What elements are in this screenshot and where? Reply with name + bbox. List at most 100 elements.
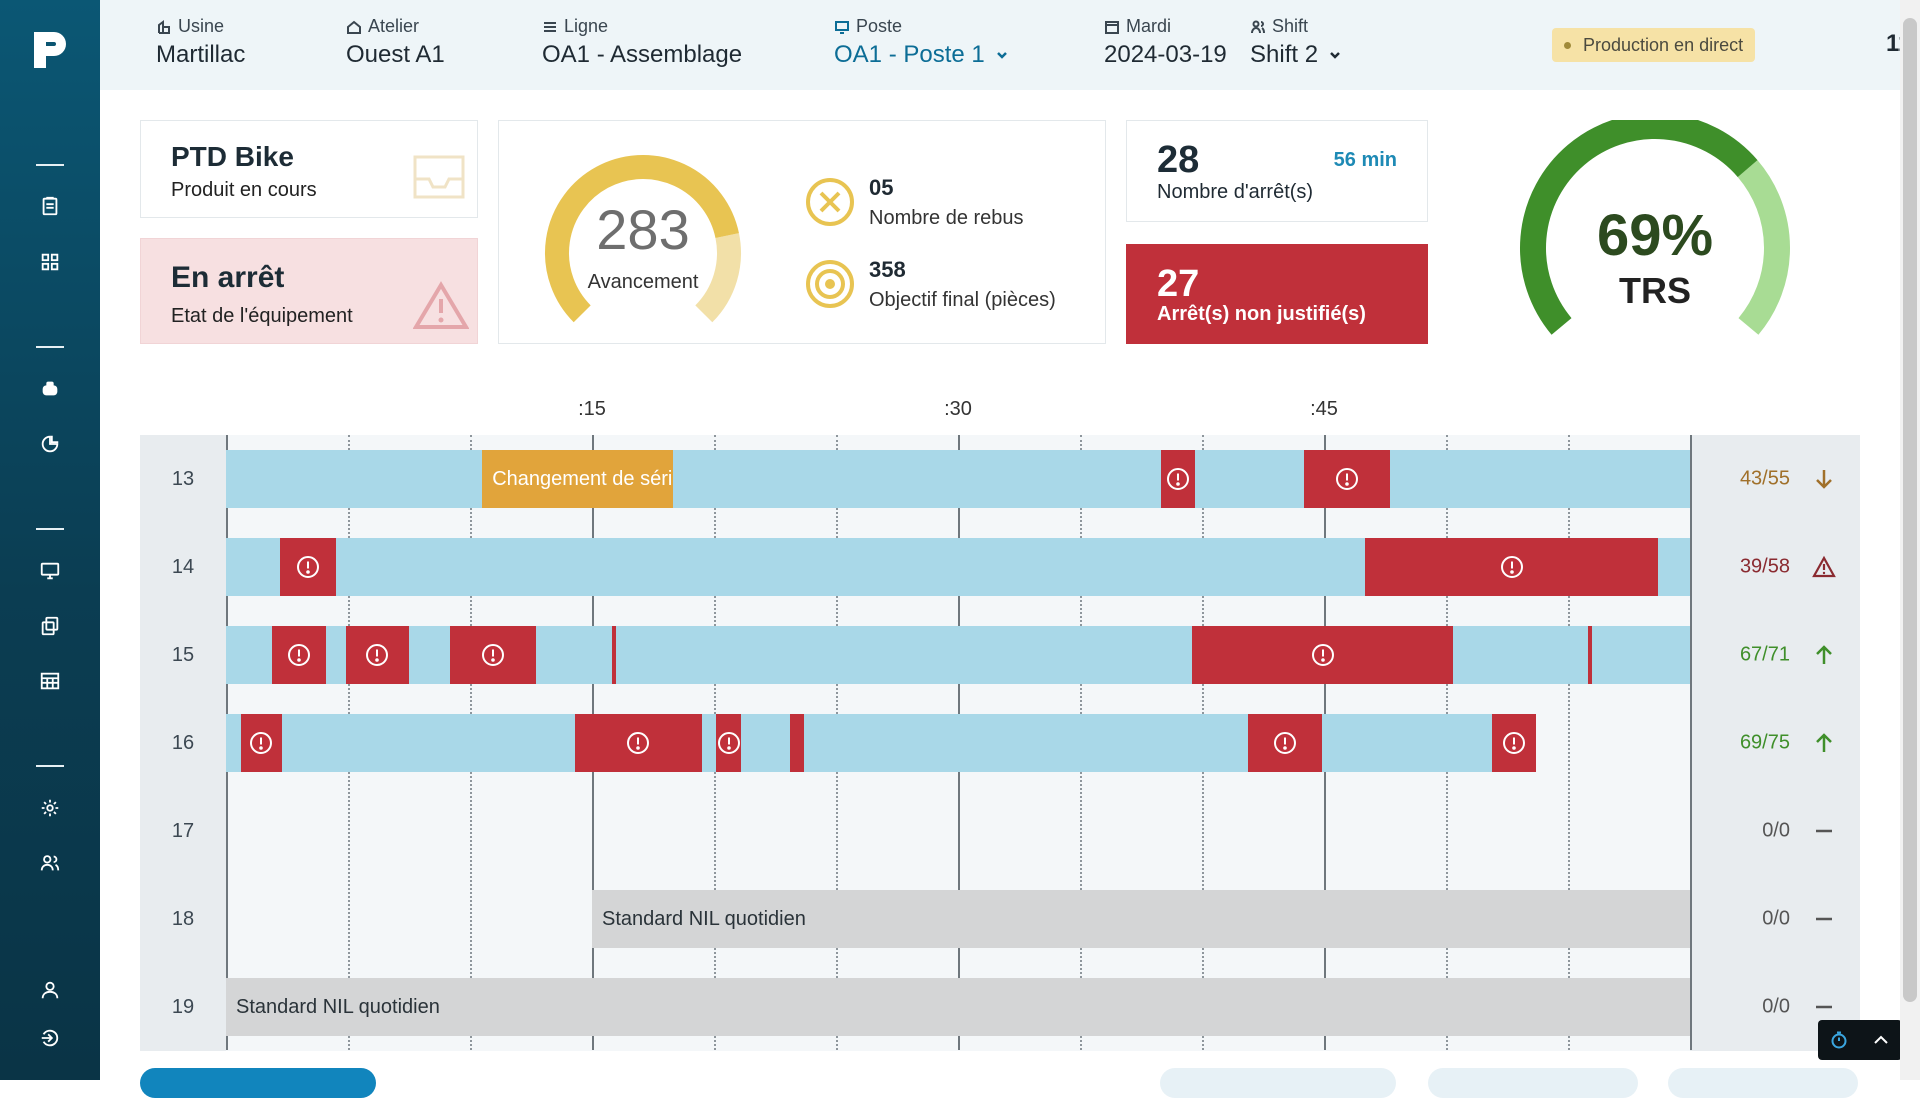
sidebar: [0, 0, 100, 1080]
table-icon[interactable]: [34, 665, 66, 697]
stop-segment[interactable]: [279, 538, 336, 596]
run-segment: [409, 626, 451, 684]
run-segment: [740, 714, 790, 772]
sidebar-separator: [36, 346, 64, 348]
alert-circle-icon: [1503, 732, 1526, 754]
secondary-button[interactable]: [1160, 1068, 1396, 1098]
run-segment: [1592, 626, 1690, 684]
timeline-lane: [140, 787, 1860, 875]
equipment-state-card: En arrêt Etat de l'équipement: [140, 238, 478, 344]
changeover-segment[interactable]: Changement de série: [482, 450, 673, 508]
clipboard-icon[interactable]: [34, 190, 66, 222]
secondary-button[interactable]: [1428, 1068, 1638, 1098]
lane-hour: 14: [140, 523, 226, 611]
lane-summary: [1690, 699, 1860, 787]
atelier-value: Ouest A1: [346, 41, 445, 68]
alert-circle-icon: [250, 732, 273, 754]
run-segment: [226, 626, 273, 684]
run-segment: [1194, 450, 1305, 508]
poste-label: Poste: [856, 16, 903, 36]
dash-icon: [1816, 917, 1832, 921]
dash-icon: [1816, 1005, 1832, 1009]
run-segment: [326, 626, 346, 684]
lane-summary: [1690, 435, 1860, 523]
user-icon[interactable]: [34, 974, 66, 1006]
header-bar: Usine Martillac Atelier Ouest A1 Ligne O…: [100, 0, 1920, 90]
stopwatch-icon[interactable]: [1818, 1020, 1860, 1060]
stop-segment[interactable]: [574, 714, 702, 772]
product-card: PTD Bike Produit en cours: [140, 120, 478, 218]
progress-card: 283 Avancement 05 Nombre de rebus 358 Ob…: [498, 120, 1106, 344]
stop-segment[interactable]: [1192, 626, 1454, 684]
lane-score: 0/0: [1762, 907, 1790, 930]
grid-icon[interactable]: [34, 246, 66, 278]
stop-segment[interactable]: [1587, 626, 1593, 684]
line-icon: [544, 21, 556, 32]
stop-segment[interactable]: [611, 626, 617, 684]
tick-label: :45: [1310, 398, 1338, 420]
stop-segment[interactable]: [345, 626, 409, 684]
monitor-icon[interactable]: [34, 555, 66, 587]
secondary-button[interactable]: [1668, 1068, 1858, 1098]
stop-segment[interactable]: [716, 714, 741, 772]
run-segment: [1658, 538, 1690, 596]
alert-circle-icon: [366, 644, 389, 666]
lane-score: 67/71: [1739, 643, 1790, 666]
inbox-icon: [413, 155, 465, 199]
stop-segment[interactable]: [1304, 450, 1390, 508]
stop-segment[interactable]: [1248, 714, 1322, 772]
objectif-label: Objectif final (pièces): [869, 289, 1056, 311]
segment-label: Changement de série: [492, 467, 673, 490]
date-field[interactable]: Mardi 2024-03-19: [1104, 16, 1227, 69]
unjustified-label: Arrêt(s) non justifié(s): [1157, 303, 1366, 325]
unjustified-stops-card[interactable]: 27 Arrêt(s) non justifié(s): [1126, 244, 1428, 344]
team-icon: [1251, 20, 1265, 33]
alert-circle-icon: [1336, 468, 1359, 490]
copy-icon[interactable]: [34, 610, 66, 642]
product-name: PTD Bike: [171, 141, 294, 172]
gridline: [1568, 435, 1570, 1050]
live-badge-label: Production en direct: [1583, 34, 1744, 55]
lane-hour: 17: [140, 787, 226, 875]
logout-icon[interactable]: [34, 1022, 66, 1054]
arrow-down-icon: [1816, 470, 1832, 489]
primary-action-button[interactable]: [140, 1068, 376, 1098]
warning-icon: [1812, 555, 1836, 578]
trs-value: 69%: [1596, 203, 1714, 268]
lane-summary: [1690, 611, 1860, 699]
warning-icon: [413, 281, 469, 329]
usine-value: Martillac: [156, 41, 246, 68]
lane-hour: 15: [140, 611, 226, 699]
objectif-value: 358: [869, 257, 906, 282]
users-icon[interactable]: [34, 847, 66, 879]
robot-icon[interactable]: [34, 373, 66, 405]
stop-segment[interactable]: [272, 626, 327, 684]
pie-chart-icon[interactable]: [34, 428, 66, 460]
shift-selector[interactable]: Shift Shift 2: [1250, 16, 1342, 69]
lane-score: 69/75: [1739, 731, 1790, 754]
run-segment: [282, 714, 575, 772]
stop-segment[interactable]: [450, 626, 536, 684]
production-timeline: 13 14 15 16 17 18 19:15:30:45 Changement de sér…: [140, 390, 1860, 1051]
nil-segment[interactable]: Standard NIL quotidien: [226, 978, 1690, 1036]
nil-segment[interactable]: Standard NIL quotidien: [592, 890, 1690, 948]
poste-selector[interactable]: Poste OA1 - Poste 1: [834, 16, 1009, 69]
stop-segment[interactable]: [1160, 450, 1195, 508]
progress-gauge: [545, 155, 741, 323]
stop-segment[interactable]: [240, 714, 283, 772]
ligne-field: Ligne OA1 - Assemblage: [542, 16, 742, 69]
alert-circle-icon: [296, 556, 319, 578]
scrollbar[interactable]: [1900, 0, 1920, 1080]
chevron-up-icon[interactable]: [1860, 1020, 1902, 1060]
alert-circle-icon: [1311, 644, 1334, 666]
stop-segment[interactable]: [789, 714, 805, 772]
usine-label: Usine: [178, 16, 225, 36]
app-logo[interactable]: [28, 28, 72, 72]
run-segment: [616, 626, 1193, 684]
progress-gauge-fill: [545, 155, 739, 323]
gear-icon[interactable]: [34, 792, 66, 824]
stop-segment[interactable]: [1365, 538, 1659, 596]
run-segment: [226, 714, 241, 772]
scrollbar-thumb[interactable]: [1903, 18, 1917, 1002]
stop-segment[interactable]: [1492, 714, 1537, 772]
